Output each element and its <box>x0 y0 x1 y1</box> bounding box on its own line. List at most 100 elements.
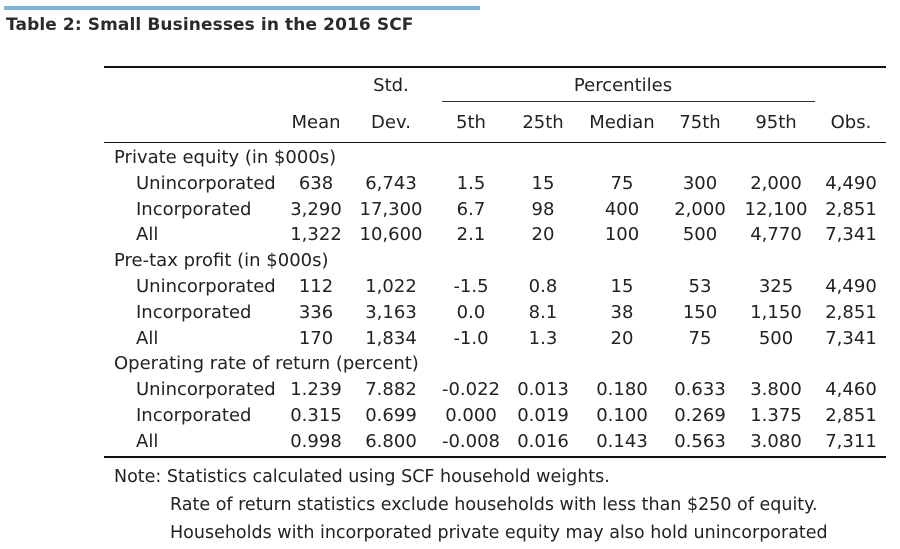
table-cell: 0.633 <box>674 379 726 401</box>
table-cell: 17,300 <box>359 198 423 220</box>
header-mean: Mean <box>291 112 341 133</box>
table-cell: 3,290 <box>290 198 342 220</box>
table-cell: 0.699 <box>365 405 417 426</box>
table-cell: 7,341 <box>825 327 877 349</box>
table-cell: 1,834 <box>365 327 417 349</box>
row-label: All <box>136 327 159 349</box>
table-cell: 7,341 <box>825 224 877 246</box>
table-title: Table 2: Small Businesses in the 2016 SC… <box>6 15 414 35</box>
row-label: Unincorporated <box>136 276 276 297</box>
table-cell: -0.022 <box>441 379 501 401</box>
table-cell: 2,851 <box>825 198 877 220</box>
table-cell: 4,770 <box>750 224 802 246</box>
table-cell: 0.269 <box>674 405 726 426</box>
table-row: Incorporated 336 3,163 0.0 8.1 38 150 1,150 2,85… <box>0 302 900 328</box>
note-line-2: Rate of return statistics exclude househ… <box>170 495 818 515</box>
table-cell: -0.008 <box>441 430 501 452</box>
section-title: Pre-tax profit (in $000s) <box>114 250 329 272</box>
table-cell: 0.100 <box>596 405 648 426</box>
table-cell: 1.239 <box>290 379 342 401</box>
table-cell: 150 <box>682 301 718 323</box>
header-percentiles-label: Percentiles <box>573 75 673 96</box>
table-cell: 75 <box>688 327 712 349</box>
table-cell: 7,311 <box>825 430 877 452</box>
header-5th: 5th <box>456 112 486 133</box>
table-cell: 8.1 <box>528 301 558 323</box>
table-cell: 0.563 <box>674 430 726 452</box>
header-75th: 75th <box>679 112 721 133</box>
section-title-row: Private equity (in $000s) <box>0 147 900 173</box>
table-cell: 75 <box>610 172 634 194</box>
table-cell: 20 <box>531 224 555 246</box>
table-cell: 2,000 <box>750 172 802 194</box>
table-cell: -1.5 <box>453 276 489 297</box>
table-cell: 500 <box>682 224 718 246</box>
row-label: Unincorporated <box>136 379 276 401</box>
table-cell: 4,490 <box>825 276 877 297</box>
header-25th: 25th <box>522 112 564 133</box>
table-row: Incorporated 0.315 0.699 0.000 0.019 0.100 0.2… <box>0 405 900 431</box>
table-cell: 6.7 <box>456 198 486 220</box>
table-cell: 53 <box>688 276 712 297</box>
table-cell: 300 <box>682 172 718 194</box>
table-cell: 4,460 <box>825 379 877 401</box>
table-cell: 20 <box>610 327 634 349</box>
table-cell: 15 <box>610 276 634 297</box>
percentiles-underline <box>442 101 815 102</box>
table-cell: 3,163 <box>365 301 417 323</box>
table-cell: 12,100 <box>744 198 808 220</box>
table-cell: 0.0 <box>456 301 486 323</box>
table-cell: 336 <box>298 301 334 323</box>
table-cell: 6.800 <box>365 430 417 452</box>
section-title-row: Pre-tax profit (in $000s) <box>0 250 900 276</box>
table-cell: 0.998 <box>290 430 342 452</box>
table-top-rule <box>104 66 886 68</box>
row-label: Unincorporated <box>136 172 276 194</box>
table-cell: 3.800 <box>750 379 802 401</box>
table-cell: 1.5 <box>456 172 486 194</box>
table-cell: 1,150 <box>750 301 802 323</box>
table-row: Incorporated 3,290 17,300 6.7 98 400 2,000 12,1… <box>0 199 900 225</box>
table-cell: 0.315 <box>290 405 342 426</box>
row-label: All <box>136 430 159 452</box>
table-cell: 0.8 <box>528 276 558 297</box>
table-row: All 170 1,834 -1.0 1.3 20 75 500 7,341 <box>0 328 900 354</box>
note-line-3: Households with incorporated private equ… <box>170 523 828 543</box>
note-line-1: Note: Statistics calculated using SCF ho… <box>114 467 610 487</box>
table-cell: 0.013 <box>517 379 569 401</box>
table-cell: 0.019 <box>517 405 569 426</box>
row-label: Incorporated <box>136 198 252 220</box>
row-label: All <box>136 224 159 246</box>
table-cell: 2,851 <box>825 405 877 426</box>
section-title: Private equity (in $000s) <box>114 147 337 168</box>
header-std-dev: Dev. <box>371 112 411 133</box>
table-cell: 6,743 <box>365 172 417 194</box>
table-cell: 1.3 <box>528 327 558 349</box>
table-cell: 0.143 <box>596 430 648 452</box>
header-std-label: Std. <box>373 75 409 96</box>
table-cell: 2,000 <box>674 198 726 220</box>
table-row: Unincorporated 112 1,022 -1.5 0.8 15 53 325 4,49… <box>0 276 900 302</box>
table-bottom-rule <box>104 456 886 458</box>
table-cell: 38 <box>610 301 634 323</box>
title-accent-bar <box>4 6 480 10</box>
table-cell: 1.375 <box>750 405 802 426</box>
table-cell: 325 <box>758 276 794 297</box>
table-cell: 98 <box>531 198 555 220</box>
table-cell: 1,022 <box>365 276 417 297</box>
table-cell: 400 <box>604 198 640 220</box>
table-cell: 4,490 <box>825 172 877 194</box>
table-row: Unincorporated 1.239 7.882 -0.022 0.013 0.180… <box>0 379 900 405</box>
header-obs: Obs. <box>830 112 872 133</box>
header-bottom-rule <box>104 142 886 143</box>
header-95th: 95th <box>755 112 797 133</box>
table-cell: 15 <box>531 172 555 194</box>
table-cell: 3.080 <box>750 430 802 452</box>
row-label: Incorporated <box>136 301 252 323</box>
table-cell: 2,851 <box>825 301 877 323</box>
table-cell: 1,322 <box>290 224 342 246</box>
table-cell: 112 <box>298 276 334 297</box>
table-cell: 2.1 <box>456 224 486 246</box>
table-cell: 100 <box>604 224 640 246</box>
table-cell: -1.0 <box>453 327 489 349</box>
